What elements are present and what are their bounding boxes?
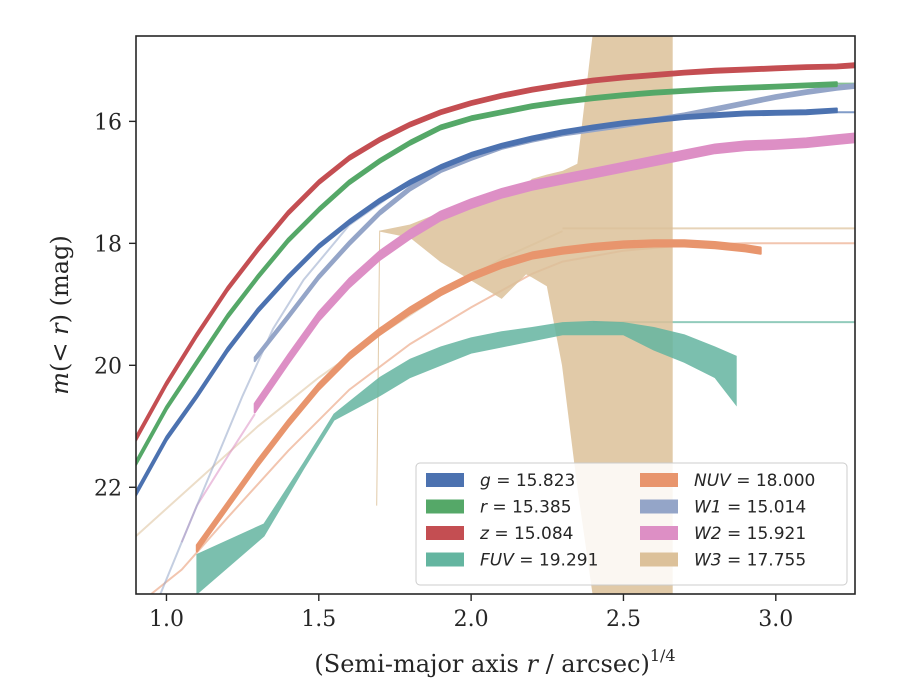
- series-z-line: [136, 62, 855, 442]
- legend-swatch-W2: [640, 526, 678, 540]
- x-tick-label-1.0: 1.0: [149, 607, 184, 632]
- legend-label-FUV: FUV = 19.291: [480, 551, 598, 571]
- y-tick-label-18: 18: [94, 232, 122, 257]
- legend-label-W2: W2 = 15.921: [694, 524, 806, 544]
- axes: 1.0 1.5 2.0 2.5 3.0 16 18 20 22: [94, 110, 793, 632]
- legend-swatch-NUV: [640, 473, 678, 487]
- legend-label-W1: W1 = 15.014: [694, 498, 806, 518]
- x-tick-label-2.5: 2.5: [606, 607, 641, 632]
- x-axis-label: (Semi-major axis r / arcsec)1/4: [314, 646, 675, 678]
- series-NUV-line: [195, 239, 762, 553]
- legend: g = 15.823 r = 15.385 z = 15.084 FUV = 19.2…: [415, 462, 848, 586]
- y-tick-label-16: 16: [94, 110, 122, 135]
- legend-label-g: g = 15.823: [480, 471, 575, 491]
- data-layer: [136, 36, 855, 594]
- series-W2-line: [253, 132, 855, 414]
- legend-label-NUV: NUV = 18.000: [694, 471, 815, 491]
- legend-box: [415, 462, 848, 586]
- plot-frame: [135, 35, 856, 595]
- legend-label-r: r = 15.385: [480, 498, 572, 518]
- y-axis-label: m(< r) (mag): [46, 235, 74, 395]
- legend-swatch-W3: [640, 552, 678, 567]
- x-tick-label-2.0: 2.0: [454, 607, 489, 632]
- series-FUV-band: [196, 320, 737, 594]
- x-tick-label-3.0: 3.0: [758, 607, 793, 632]
- legend-label-W3: W3 = 17.755: [694, 551, 806, 571]
- x-tick-label-1.5: 1.5: [301, 607, 336, 632]
- legend-label-z: z = 15.084: [479, 524, 573, 544]
- legend-swatch-FUV: [426, 552, 464, 567]
- series-g-line: [136, 107, 838, 497]
- legend-swatch-r: [426, 499, 464, 514]
- legend-swatch-W1: [640, 499, 678, 514]
- y-tick-label-20: 20: [94, 354, 122, 379]
- series-r-line: [136, 81, 838, 466]
- legend-swatch-z: [426, 526, 464, 540]
- y-tick-label-22: 22: [94, 476, 122, 501]
- legend-swatch-g: [426, 473, 464, 487]
